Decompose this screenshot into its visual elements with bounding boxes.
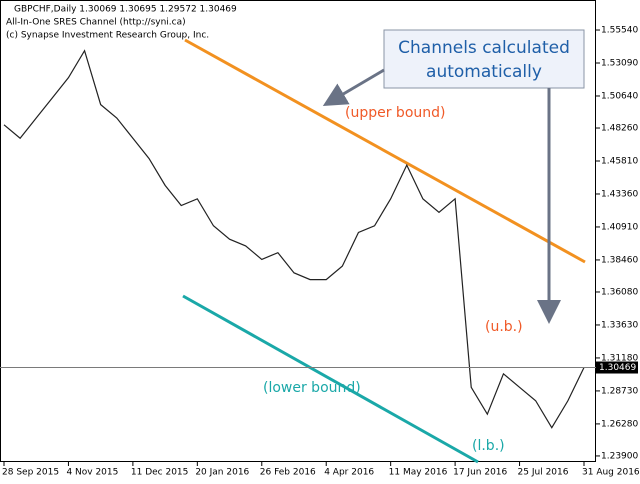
- x-tick-label: 26 Feb 2016: [260, 468, 316, 478]
- x-tick-label: 11 Dec 2015: [131, 468, 189, 478]
- x-tick-label: 28 Sep 2015: [2, 468, 59, 478]
- y-tick-label: 1.50640: [601, 91, 638, 101]
- plot-frame: [0, 0, 596, 462]
- callout-text: Channels calculated: [398, 38, 570, 58]
- callout-text: automatically: [426, 62, 542, 82]
- y-tick-label: 1.28730: [601, 386, 638, 396]
- y-tick-label: 1.40910: [601, 222, 638, 232]
- price-line: [3, 49, 585, 429]
- y-tick-label: 1.23900: [601, 451, 638, 461]
- y-tick-label: 1.36080: [601, 287, 638, 297]
- y-tick-label: 1.53090: [601, 59, 638, 69]
- callout-box: [383, 29, 585, 89]
- lower-channel-line: [182, 294, 479, 464]
- x-tick-label: 25 Jul 2016: [518, 468, 569, 478]
- annotation: (l.b.): [472, 438, 505, 454]
- y-tick-label: 1.43360: [601, 189, 638, 199]
- x-tick-label: 20 Jan 2016: [195, 468, 249, 478]
- y-tick-label: 1.31180: [601, 353, 638, 363]
- header-line: GBPCHF,Daily 1.30069 1.30695 1.29572 1.3…: [14, 5, 237, 15]
- upper-channel-line: [184, 38, 586, 264]
- y-tick-label: 1.55540: [601, 26, 638, 36]
- y-tick-label: 1.33630: [601, 320, 638, 330]
- header-line: (c) Synapse Investment Research Group, I…: [6, 31, 209, 41]
- y-tick-label: 1.38460: [601, 255, 638, 265]
- x-tick-label: 4 Apr 2016: [324, 468, 374, 478]
- callout-arrow: [322, 68, 385, 107]
- x-tick-label: 4 Nov 2015: [66, 468, 118, 478]
- annotation: (lower bound): [263, 380, 361, 396]
- y-tick-label: 1.48260: [601, 124, 638, 134]
- annotation: (u.b.): [485, 319, 523, 335]
- last-price-label: 1.30469: [599, 363, 636, 373]
- y-tick-label: 1.26280: [601, 419, 638, 429]
- last-price-box: [596, 361, 638, 374]
- x-tick-label: 31 Aug 2016: [582, 468, 640, 478]
- header-line: All-In-One SRES Channel (http://syni.ca): [6, 18, 186, 28]
- y-tick-label: 1.45810: [601, 157, 638, 167]
- x-tick-label: 17 Jun 2016: [453, 468, 507, 478]
- annotation: (upper bound): [345, 105, 445, 121]
- x-tick-label: 11 May 2016: [389, 468, 448, 478]
